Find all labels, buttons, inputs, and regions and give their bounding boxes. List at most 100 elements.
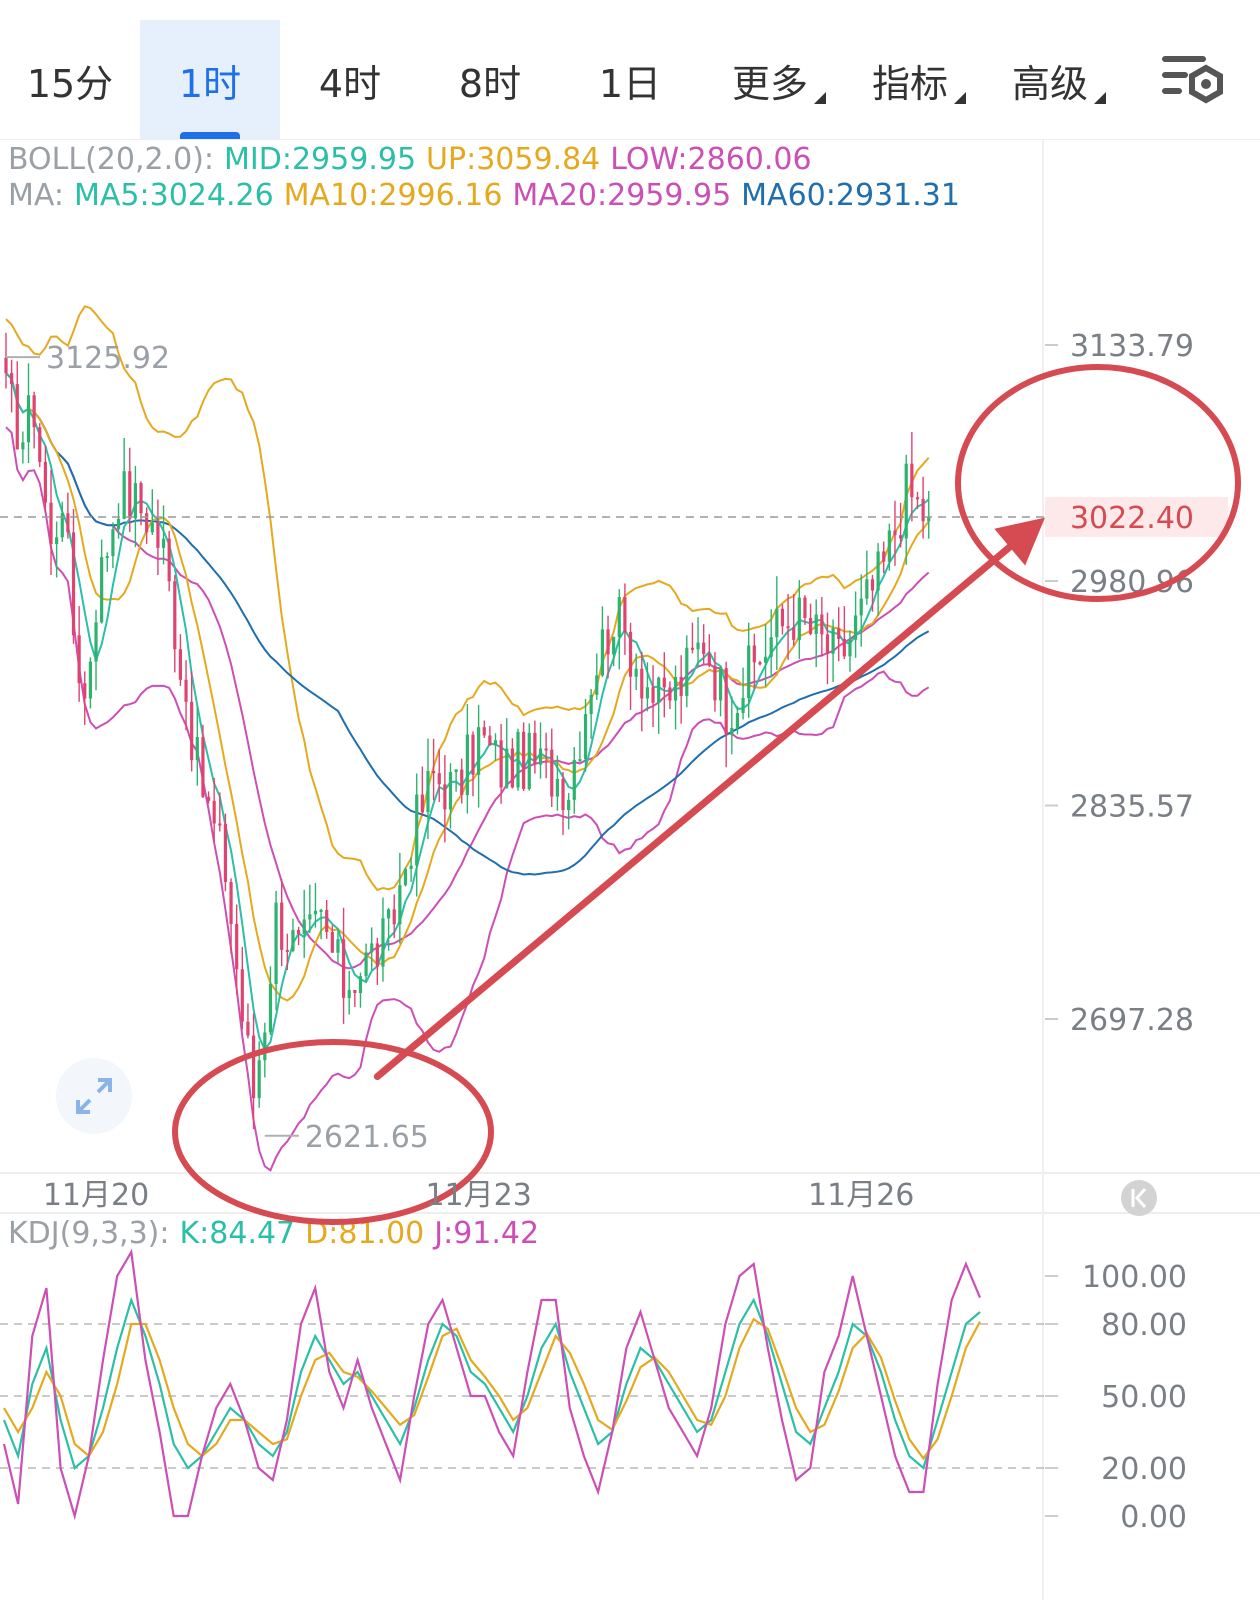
x-axis-label: 11月26 <box>808 1178 914 1213</box>
expand-icon[interactable] <box>56 1058 132 1134</box>
candle-body <box>364 952 368 977</box>
candle-body <box>88 661 92 699</box>
candle-body <box>679 676 683 696</box>
candle-body <box>161 538 166 548</box>
candle-body <box>291 930 295 952</box>
tab-indicators[interactable]: 指标 <box>840 20 980 140</box>
y-tick-label: 2697.28 <box>1070 1003 1194 1038</box>
chart-settings-icon[interactable] <box>1160 50 1230 110</box>
candle-body <box>572 759 576 800</box>
kdj-y-tick-label: 100.00 <box>1082 1260 1187 1295</box>
candle-body <box>370 943 374 953</box>
candle-body <box>268 983 273 1033</box>
candle-body <box>263 1032 267 1061</box>
tab-4hour[interactable]: 4时 <box>280 20 420 140</box>
kdj-name: KDJ(9,3,3): <box>8 1216 170 1251</box>
candle-body <box>443 784 447 810</box>
kdj-j: J:91.42 <box>434 1216 540 1251</box>
candle-body <box>66 513 70 533</box>
candle-body <box>274 902 278 984</box>
candle-body <box>223 823 228 883</box>
tab-label: 指标 <box>872 53 966 108</box>
candle-body <box>702 642 706 654</box>
tab-more[interactable]: 更多 <box>700 20 840 140</box>
candle-body <box>437 773 441 785</box>
candle-body <box>116 518 121 530</box>
candle-body <box>150 522 154 533</box>
timeframe-tab-bar: 15分 1时 4时 8时 1日 更多 指标 高级 <box>0 0 1260 140</box>
candle-body <box>15 384 19 450</box>
candle-body <box>842 638 846 657</box>
tab-advanced[interactable]: 高级 <box>980 20 1120 140</box>
candle-body <box>55 537 59 545</box>
candle-body <box>409 865 413 870</box>
candle-body <box>831 628 835 654</box>
candle-body <box>747 645 751 699</box>
candle-body <box>595 675 599 695</box>
dropdown-caret-icon <box>1094 91 1106 104</box>
candle-body <box>718 668 723 701</box>
tab-label: 8时 <box>458 61 522 106</box>
candle-body <box>797 597 801 640</box>
candle-body <box>685 647 689 696</box>
candle-body <box>769 637 773 657</box>
candle-body <box>583 714 588 760</box>
candle-body <box>516 731 520 788</box>
candle-body <box>308 914 312 920</box>
tab-label: 1时 <box>178 61 242 106</box>
low-marker-label: 2621.65 <box>305 1120 429 1155</box>
tab-1day[interactable]: 1日 <box>560 20 700 140</box>
tab-1hour[interactable]: 1时 <box>140 20 280 140</box>
candle-body <box>145 513 149 533</box>
candle-body <box>173 581 177 650</box>
candle-body <box>156 522 160 548</box>
candle-body <box>775 608 779 638</box>
candle-body <box>628 631 633 677</box>
tab-label: 15分 <box>26 61 114 106</box>
ma-legend: MA: MA5:3024.26 MA10:2996.16 MA20:2959.95 MA… <box>8 178 970 213</box>
candle-body <box>184 679 188 702</box>
candle-body <box>10 373 14 385</box>
candle-body <box>651 687 655 703</box>
candle-body <box>325 909 329 933</box>
candle-body <box>38 427 42 462</box>
candle-body <box>758 662 762 665</box>
kdj-j-line <box>2 1248 982 1521</box>
candle-body <box>212 800 216 824</box>
candle-body <box>820 614 824 635</box>
candle-body <box>201 737 205 797</box>
candle-body <box>865 579 869 599</box>
header-divider <box>0 139 1260 140</box>
scroll-to-latest-icon[interactable] <box>1121 1180 1157 1216</box>
candle-body <box>538 748 543 765</box>
candle-body <box>240 969 244 1022</box>
candle-body <box>921 498 925 522</box>
candle-body <box>128 471 132 519</box>
candle-body <box>353 990 357 994</box>
candle-body <box>251 1035 256 1099</box>
tab-15min[interactable]: 15分 <box>0 20 140 140</box>
candle-body <box>640 668 644 699</box>
candle-body <box>617 597 621 638</box>
candle-body <box>713 665 717 701</box>
candle-body <box>403 869 408 886</box>
tab-8hour[interactable]: 8时 <box>420 20 560 140</box>
candle-body <box>302 919 306 934</box>
candle-body <box>21 442 25 450</box>
candle-body <box>133 483 138 519</box>
candle-body <box>471 734 475 775</box>
ma-name: MA: <box>8 178 64 213</box>
kdj-k: K:84.47 <box>179 1216 296 1251</box>
candle-body <box>735 713 740 729</box>
candle-body <box>32 395 36 428</box>
candle-body <box>139 483 143 514</box>
candle-body <box>853 615 858 640</box>
candle-body <box>296 930 301 934</box>
candle-body <box>763 656 768 663</box>
candle-body <box>285 949 289 952</box>
candle-body <box>887 530 891 562</box>
candle-body <box>876 551 880 591</box>
candle-body <box>561 778 565 811</box>
candle-body <box>910 463 914 498</box>
